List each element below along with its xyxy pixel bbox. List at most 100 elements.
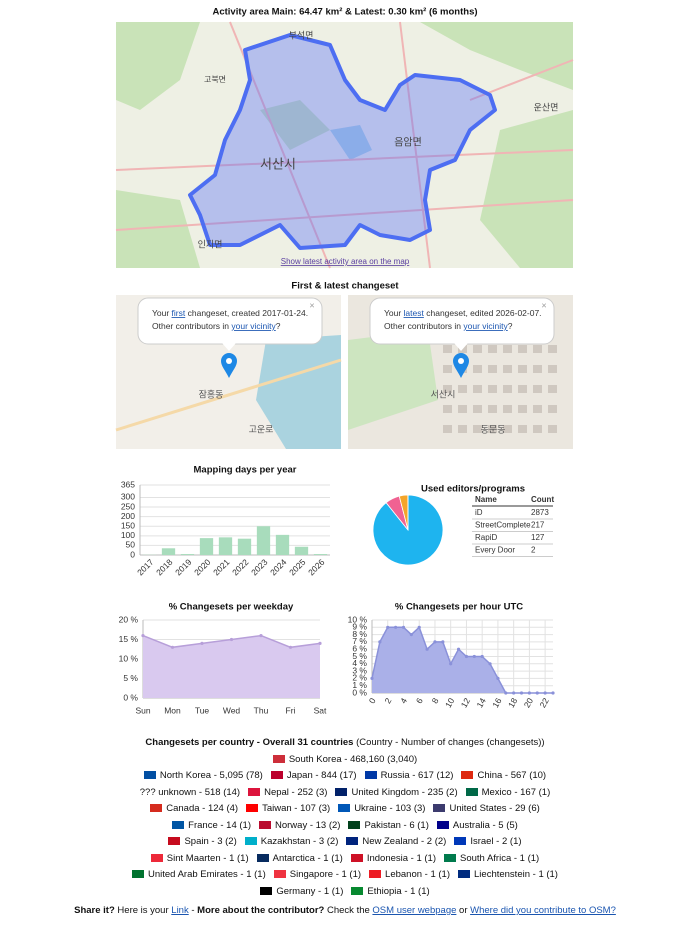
table-cell: 217 [531,521,545,530]
map-building [473,345,482,353]
x-tick-label: 2021 [211,557,232,578]
map-label: 고북면 [204,74,226,84]
country-text: South Africa - 1 (1) [460,852,540,864]
flag [256,853,269,862]
table-cell: Every Door [475,546,515,555]
popup-text-part: ? [276,321,281,331]
country-text: Israel - 2 (1) [470,836,522,847]
footer-text: - [188,905,198,916]
bar [237,538,252,555]
popup-link[interactable]: first [172,308,186,318]
point [472,654,476,659]
y-tick-label: 0 % [123,692,138,702]
country-text: Singapore - 1 (1) [289,869,362,880]
x-tick-label: 2025 [287,557,308,578]
country-item: Antarctica - 1 (1) [256,853,343,864]
countries: Changesets per country - Overall 31 coun… [0,735,690,900]
x-tick-label: 2023 [249,557,270,578]
map-building [533,365,542,373]
point [433,640,437,644]
y-tick-label: 20 % [119,614,139,624]
y-tick-label: 100 [121,530,135,540]
flag [273,870,286,878]
map-water [330,125,372,160]
country-item: Sint Maarten - 1 (1) [150,853,249,864]
country-text: France - 14 (1) [188,819,251,831]
map-building [503,385,512,393]
activity-title: Activity area Main: 64.47 km² & Latest: … [212,7,477,18]
flag [143,771,156,779]
map-forest [260,100,330,150]
footer-text: or [456,905,471,916]
map-building [473,385,482,393]
map-label: 부석면 [289,30,314,40]
point [535,691,539,695]
popup-close[interactable]: × [309,300,314,310]
country-item: New Zealand - 2 (2) [346,836,446,847]
country-row: Spain - 3 (2) Kazakhstan - 3 (2) New Zeala… [0,834,690,851]
flag [338,804,351,812]
chart-title: % Changesets per hour UTC [395,602,523,613]
map-link[interactable]: Show latest activity area on the map [281,257,410,266]
popup-link[interactable]: your vicinity [463,321,508,331]
y-tick-label: 6 % [352,643,367,653]
country-text: Lebanon - 1 (1) [385,869,451,880]
table-cell: iD [475,508,483,517]
map-building [548,345,557,353]
country-item: United Arab Emirates - 1 (1) [132,869,266,880]
x-tick-label: 2024 [268,557,289,578]
country-row: Sint Maarten - 1 (1) Antarctica - 1 (1) In… [0,851,690,868]
map-building [518,385,527,393]
country-text: Russia - 617 (12) [380,770,454,781]
y-tick-label: 15 % [119,634,139,644]
x-tick-label: 2019 [173,557,194,578]
x-tick-label: 10 [443,696,457,709]
y-tick-label: 3 % [352,665,367,675]
country-item: Mexico - 167 (1) [465,787,550,798]
point [512,691,516,695]
map-building [548,425,557,433]
point [378,640,382,644]
countries-subtitle: (Country - Number of changes (changesets… [356,737,545,748]
y-tick-label: 50 [126,540,136,550]
map-forest [420,22,573,90]
point [504,691,508,695]
map-building [443,385,452,393]
y-tick-label: 300 [121,492,135,502]
map-building [533,425,542,433]
point [401,625,406,629]
popup-link[interactable]: your vicinity [231,321,276,331]
country-text: United Arab Emirates - 1 (1) [148,869,266,880]
map-building [518,405,527,413]
x-tick-label: Sat [314,705,327,715]
map-building [533,385,542,393]
popup-link[interactable]: latest [404,308,425,318]
point [394,625,398,629]
x-tick-label: 2026 [306,557,327,578]
country-text: Canada - 124 (4) [166,803,239,814]
country-item: Australia - 5 (5) [436,820,518,831]
x-tick-label: 18 [506,696,520,709]
flag [335,787,348,796]
footer-link[interactable]: Link [171,905,189,916]
map-building [473,365,482,373]
footer-text: Check the [324,905,373,916]
country-text: Japan - 844 (17) [286,770,357,781]
country-text: Spain - 3 (2) [184,836,237,847]
popup-text-part: ? [508,321,513,331]
country-row: France - 14 (1) Norway - 13 (2) Pakistan -… [0,818,690,835]
footer-link[interactable]: Where did you contribute to OSM? [470,905,616,916]
popup-text-part: changeset, edited 2026-02-07. [424,308,542,318]
point [480,654,484,659]
map-building [443,345,452,353]
x-tick-label: 6 [414,696,425,705]
map-building [503,405,512,413]
country-text: Ethiopia - 1 (1) [367,885,430,897]
popup-close[interactable]: × [541,300,546,310]
footer-text: Here is your [114,905,172,916]
flag [465,787,478,796]
flag [150,853,163,862]
footer-link[interactable]: OSM user webpage [372,905,457,916]
popup-text-part: Other contributors in [384,321,463,331]
